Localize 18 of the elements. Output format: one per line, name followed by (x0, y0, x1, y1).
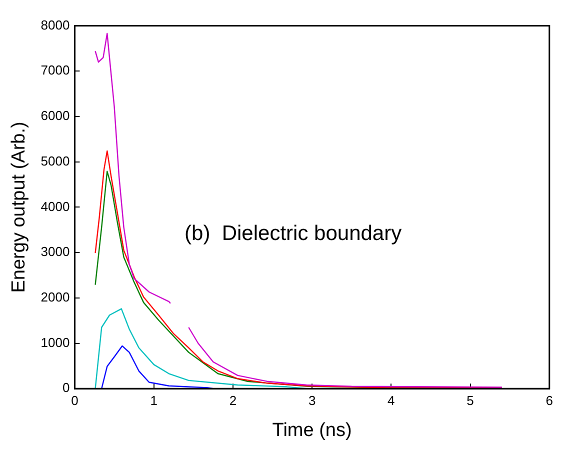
y-tick-label: 8000 (40, 17, 70, 32)
annotation: (b) Dielectric boundary (184, 222, 402, 245)
y-axis-title: Energy output (Arb.) (8, 122, 30, 293)
x-tick-label: 6 (546, 392, 553, 408)
y-tick-label: 0 (62, 380, 70, 396)
y-tick-label: 3000 (40, 244, 70, 260)
x-axis-title: Time (ns) (272, 420, 352, 441)
y-tick-label: 1000 (40, 334, 70, 350)
y-tick-label: 2000 (40, 289, 70, 304)
x-tick-label: 2 (229, 392, 237, 408)
x-tick-label: 5 (466, 392, 474, 408)
y-tick-label: 4000 (40, 198, 70, 214)
y-tick-label: 7000 (40, 62, 70, 78)
x-tick-label: 3 (308, 392, 316, 408)
x-tick-label: 4 (388, 392, 395, 408)
x-tick-label: 1 (150, 392, 158, 408)
y-tick-label: 5000 (40, 153, 70, 168)
y-tick-label: 6000 (40, 108, 70, 124)
